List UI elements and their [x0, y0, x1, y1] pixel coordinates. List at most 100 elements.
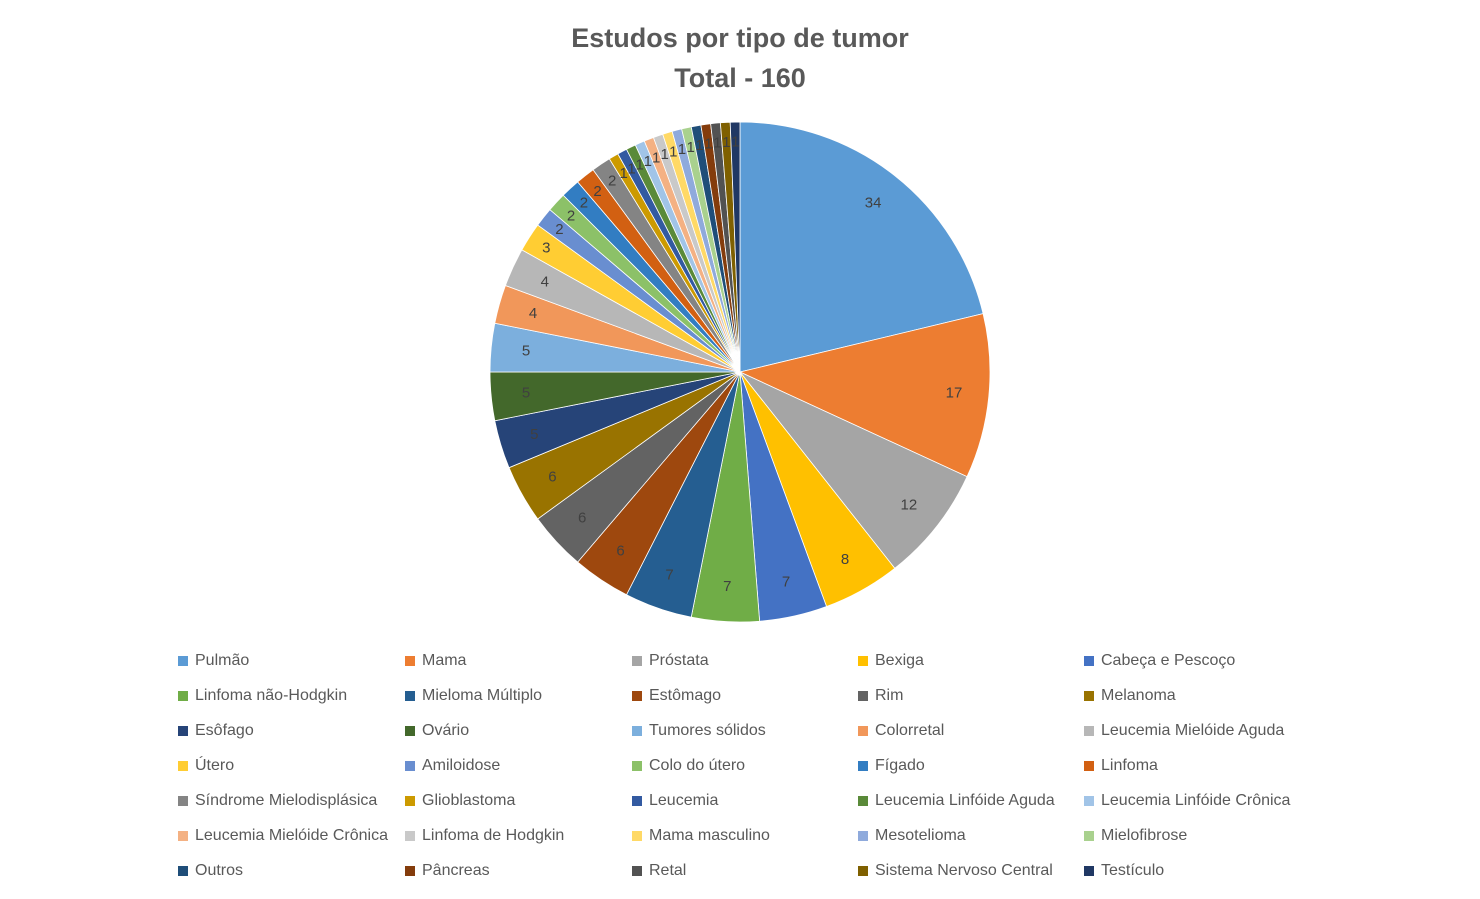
legend-item: Cabeça e Pescoço — [1084, 646, 1235, 676]
legend-swatch — [1084, 761, 1094, 771]
legend-swatch — [632, 656, 642, 666]
legend-label: Retal — [649, 862, 687, 879]
data-label-30: 1 — [695, 137, 703, 154]
data-label-34: 1 — [731, 134, 739, 151]
legend-swatch — [405, 726, 415, 736]
legend-swatch — [405, 761, 415, 771]
legend-item: Útero — [178, 751, 234, 781]
legend-swatch — [858, 726, 868, 736]
data-label-28: 1 — [678, 141, 686, 158]
legend-label: Pulmão — [195, 652, 250, 669]
data-label-6: 7 — [665, 567, 673, 584]
legend-swatch — [1084, 656, 1094, 666]
legend-item: Colorretal — [858, 716, 944, 746]
chart-title: Estudos por tipo de tumor — [571, 23, 909, 53]
legend-item: Fígado — [858, 751, 925, 781]
legend-swatch — [632, 691, 642, 701]
legend-item: Leucemia Linfóide Aguda — [858, 786, 1055, 816]
legend-swatch — [858, 691, 868, 701]
data-label-31: 1 — [704, 136, 712, 153]
data-label-9: 6 — [548, 469, 556, 486]
legend-item: Pâncreas — [405, 856, 490, 886]
legend-label: Leucemia Mielóide Aguda — [1101, 722, 1285, 739]
data-label-1: 17 — [946, 385, 963, 402]
legend-swatch — [178, 796, 188, 806]
legend-swatch — [1084, 691, 1094, 701]
legend-label: Ovário — [422, 722, 470, 739]
legend-label: Esôfago — [195, 722, 254, 739]
legend-label: Colo do útero — [649, 757, 746, 774]
legend-label: Linfoma de Hodgkin — [422, 827, 565, 844]
legend-label: Testículo — [1101, 862, 1165, 879]
legend-item: Mama masculino — [632, 821, 770, 851]
legend-label: Mesotelioma — [875, 827, 966, 844]
data-label-19: 2 — [593, 183, 601, 200]
legend-label: Leucemia Mielóide Crônica — [195, 827, 388, 844]
legend-swatch — [858, 831, 868, 841]
legend-label: Estômago — [649, 687, 722, 704]
legend-swatch — [858, 796, 868, 806]
legend-swatch — [632, 831, 642, 841]
legend-label: Tumores sólidos — [649, 722, 766, 739]
legend-label: Próstata — [649, 652, 709, 669]
legend-label: Amiloidose — [422, 757, 501, 774]
data-label-10: 5 — [530, 426, 538, 443]
legend-label: Linfoma — [1101, 757, 1158, 774]
legend-item: Estômago — [632, 681, 721, 711]
legend-item: Leucemia Mielóide Aguda — [1084, 716, 1284, 746]
legend-label: Leucemia Linfóide Crônica — [1101, 792, 1291, 809]
legend-item: Amiloidose — [405, 751, 500, 781]
legend-item: Linfoma — [1084, 751, 1158, 781]
data-label-2: 12 — [900, 497, 917, 514]
data-label-0: 34 — [865, 195, 882, 212]
legend-item: Glioblastoma — [405, 786, 515, 816]
data-label-23: 1 — [635, 157, 643, 174]
data-label-24: 1 — [644, 153, 652, 170]
legend-item: Mieloma Múltiplo — [405, 681, 542, 711]
legend-label: Melanoma — [1101, 687, 1176, 704]
legend-swatch — [858, 866, 868, 876]
data-label-33: 1 — [722, 134, 730, 151]
legend-swatch — [178, 831, 188, 841]
legend-item: Leucemia — [632, 786, 718, 816]
legend-item: Outros — [178, 856, 243, 886]
chart-title-block: Estudos por tipo de tumor Total - 160 — [0, 18, 1480, 98]
data-label-15: 3 — [542, 239, 550, 256]
data-label-32: 1 — [713, 135, 721, 152]
legend-swatch — [178, 691, 188, 701]
data-label-25: 1 — [652, 149, 660, 166]
legend-item: Próstata — [632, 646, 709, 676]
legend-label: Leucemia Linfóide Aguda — [875, 792, 1055, 809]
legend-item: Tumores sólidos — [632, 716, 766, 746]
legend-swatch — [405, 796, 415, 806]
legend-label: Mama masculino — [649, 827, 770, 844]
legend-label: Colorretal — [875, 722, 945, 739]
pie-slice-34 — [729, 121, 741, 373]
data-label-21: 1 — [620, 165, 628, 182]
legend-label: Linfoma não-Hodgkin — [195, 687, 348, 704]
legend-swatch — [178, 866, 188, 876]
legend-swatch — [632, 726, 642, 736]
data-label-22: 1 — [627, 161, 635, 178]
legend-label: Mieloma Múltiplo — [422, 687, 543, 704]
pie-slice-1 — [738, 313, 991, 478]
legend-item: Colo do útero — [632, 751, 745, 781]
legend-swatch — [405, 831, 415, 841]
data-label-11: 5 — [522, 385, 530, 402]
legend-swatch — [1084, 831, 1094, 841]
legend-swatch — [632, 761, 642, 771]
legend-item: Leucemia Mielóide Crônica — [178, 821, 388, 851]
legend-label: Síndrome Mielodisplásica — [195, 792, 378, 809]
data-label-27: 1 — [669, 143, 677, 160]
legend-swatch — [405, 656, 415, 666]
legend-label: Pâncreas — [422, 862, 490, 879]
legend-swatch — [1084, 866, 1094, 876]
legend-item: Leucemia Linfóide Crônica — [1084, 786, 1290, 816]
legend-swatch — [1084, 726, 1094, 736]
data-label-8: 6 — [578, 509, 586, 526]
data-label-14: 4 — [541, 273, 549, 290]
legend-item: Mielofibrose — [1084, 821, 1187, 851]
legend-label: Leucemia — [649, 792, 719, 809]
legend-swatch — [178, 761, 188, 771]
